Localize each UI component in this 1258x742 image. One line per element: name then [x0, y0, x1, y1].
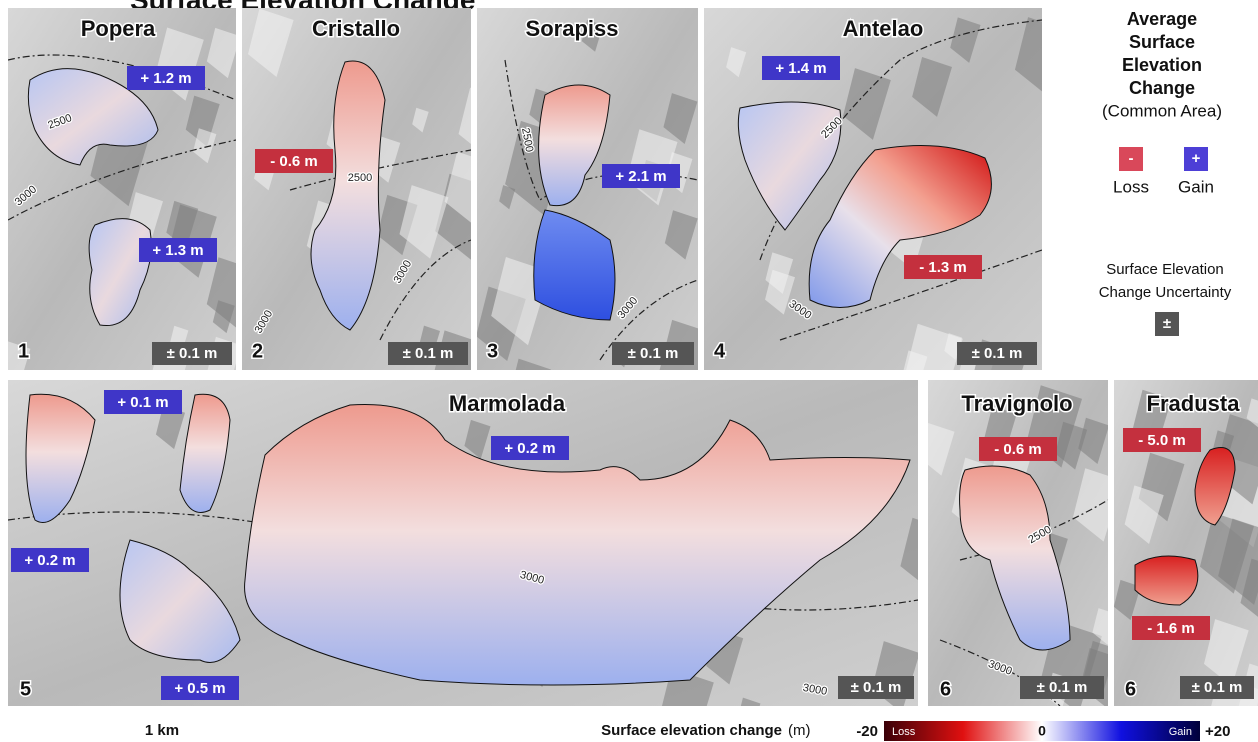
legend-subtitle: (Common Area)	[1102, 101, 1222, 120]
change-label: + 0.5 m	[174, 680, 225, 697]
legend-symbol: +	[1192, 150, 1201, 167]
uncertainty: ± 0.1 m	[1037, 679, 1088, 696]
panel-number: 1	[18, 340, 29, 362]
panel-name: Travignolo	[961, 391, 1072, 416]
panel-number: 3	[487, 340, 498, 362]
panel-number: 5	[20, 678, 31, 700]
colorbar-label: Surface elevation change	[601, 722, 782, 739]
uncertainty: ± 0.1 m	[972, 345, 1023, 362]
legend-uncertainty: Surface Elevation	[1106, 261, 1224, 278]
panel-name: Fradusta	[1147, 391, 1241, 416]
uncertainty: ± 0.1 m	[167, 345, 218, 362]
change-label: + 0.2 m	[24, 552, 75, 569]
legend-symbol: -	[1129, 150, 1134, 167]
panel-name: Popera	[81, 16, 156, 41]
panel-number: 4	[714, 340, 726, 362]
legend-title: Surface	[1129, 32, 1195, 52]
legend-title: Change	[1129, 78, 1195, 98]
legend-label: Gain	[1178, 177, 1214, 196]
change-label: - 1.3 m	[919, 259, 967, 276]
scale-bar-label: 1 km	[145, 722, 179, 739]
change-label: + 0.2 m	[504, 440, 555, 457]
change-label: + 0.1 m	[117, 394, 168, 411]
legend-title: Elevation	[1122, 55, 1202, 75]
uncertainty: ± 0.1 m	[403, 345, 454, 362]
change-label: - 1.6 m	[1147, 620, 1195, 637]
uncertainty: ± 0.1 m	[1192, 679, 1243, 696]
panel-name: Antelao	[843, 16, 924, 41]
legend-symbol: ±	[1163, 315, 1171, 332]
panel-number: 2	[252, 340, 263, 362]
change-label: + 1.4 m	[775, 60, 826, 77]
contour-label: 2500	[348, 172, 372, 184]
colorbar-max: +20	[1205, 723, 1230, 740]
change-label: - 0.6 m	[270, 153, 318, 170]
colorbar-unit: (m)	[788, 722, 811, 739]
change-label: + 1.3 m	[152, 242, 203, 259]
figure: Surface Elevation Change 25003000 Popera 1…	[0, 0, 1258, 742]
panel-name: Sorapiss	[526, 16, 619, 41]
change-label: + 1.2 m	[140, 70, 191, 87]
legend-uncertainty: Change Uncertainty	[1099, 284, 1232, 301]
panel-number: 6	[940, 678, 951, 700]
glacier	[1135, 556, 1198, 605]
panel-number: 6	[1125, 678, 1136, 700]
panel-name: Cristallo	[312, 16, 400, 41]
panel-name: Marmolada	[449, 391, 566, 416]
colorbar-min: -20	[856, 723, 878, 740]
change-label: - 0.6 m	[994, 441, 1042, 458]
colorbar-gain: Gain	[1169, 726, 1192, 738]
colorbar-loss: Loss	[892, 726, 916, 738]
legend-title: Average	[1127, 9, 1197, 29]
change-label: + 2.1 m	[615, 168, 666, 185]
colorbar-zero: 0	[1038, 723, 1046, 739]
uncertainty: ± 0.1 m	[851, 679, 902, 696]
change-label: - 5.0 m	[1138, 432, 1186, 449]
legend-label: Loss	[1113, 177, 1149, 196]
uncertainty: ± 0.1 m	[628, 345, 679, 362]
